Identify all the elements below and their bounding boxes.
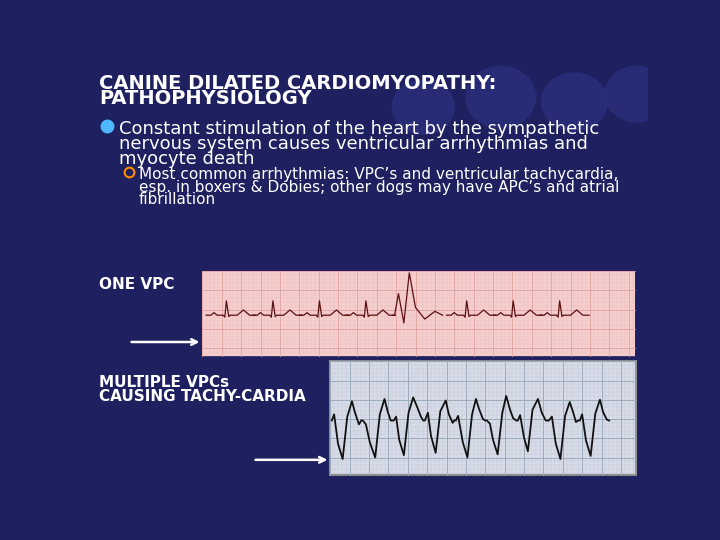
Ellipse shape: [606, 66, 667, 122]
Text: CAUSING TACHY-CARDIA: CAUSING TACHY-CARDIA: [99, 389, 306, 404]
Text: PATHOPHYSIOLOGY: PATHOPHYSIOLOGY: [99, 90, 312, 109]
Text: myocyte death: myocyte death: [120, 150, 255, 167]
Text: fibrillation: fibrillation: [139, 192, 216, 207]
Text: nervous system causes ventricular arrhythmias and: nervous system causes ventricular arrhyt…: [120, 135, 588, 153]
Ellipse shape: [466, 66, 536, 128]
Text: Most common arrhythmias: VPC’s and ventricular tachycardia,: Most common arrhythmias: VPC’s and ventr…: [139, 167, 618, 182]
Text: esp. in boxers & Dobies; other dogs may have APC’s and atrial: esp. in boxers & Dobies; other dogs may …: [139, 179, 619, 194]
Ellipse shape: [541, 73, 607, 131]
Text: MULTIPLE VPCs: MULTIPLE VPCs: [99, 375, 230, 390]
Bar: [330, 361, 636, 475]
Text: ONE VPC: ONE VPC: [99, 278, 175, 292]
Text: CANINE DILATED CARDIOMYOPATHY:: CANINE DILATED CARDIOMYOPATHY:: [99, 74, 497, 93]
Ellipse shape: [392, 80, 454, 134]
Bar: [202, 271, 635, 356]
Text: Constant stimulation of the heart by the sympathetic: Constant stimulation of the heart by the…: [120, 120, 600, 138]
